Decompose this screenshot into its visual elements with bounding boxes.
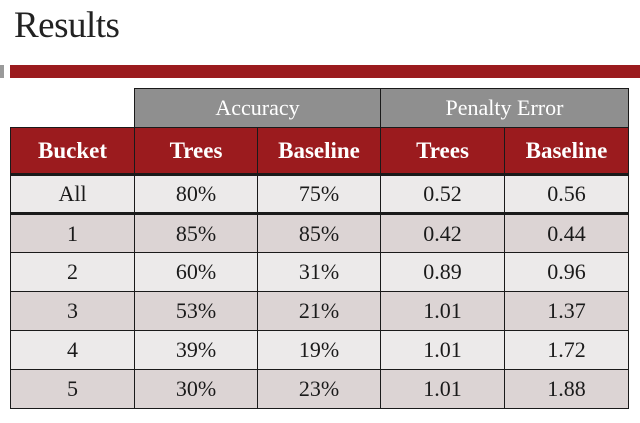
table-cell: 1.88 <box>504 369 629 409</box>
table-cell: 1.37 <box>504 291 629 331</box>
table-cell: 0.89 <box>380 252 505 292</box>
table-cell: 1.72 <box>504 330 629 370</box>
table-cell: 0.56 <box>504 173 629 215</box>
table-cell: 1.01 <box>380 369 505 409</box>
table-cell: 0.42 <box>380 213 505 253</box>
column-header-bucket: Bucket <box>10 127 135 175</box>
table-cell: 2 <box>10 252 135 292</box>
table-cell: 30% <box>134 369 258 409</box>
table-cell: 3 <box>10 291 135 331</box>
table-row: All 80% 75% 0.52 0.56 <box>10 173 629 215</box>
table-cell: 1 <box>10 213 135 253</box>
table-cell: 75% <box>257 173 381 215</box>
table-row: 4 39% 19% 1.01 1.72 <box>10 330 629 370</box>
column-header-accuracy-trees: Trees <box>134 127 258 175</box>
table-cell: 85% <box>257 213 381 253</box>
table-cell: 39% <box>134 330 258 370</box>
table-row: 5 30% 23% 1.01 1.88 <box>10 369 629 409</box>
table-row: 2 60% 31% 0.89 0.96 <box>10 252 629 292</box>
group-header-accuracy: Accuracy <box>134 88 381 128</box>
table-cell: 80% <box>134 173 258 215</box>
table-cell: 1.01 <box>380 291 505 331</box>
table-cell: 31% <box>257 252 381 292</box>
title-divider-accent <box>0 65 4 78</box>
column-header-row: Bucket Trees Baseline Trees Baseline <box>10 127 629 175</box>
column-header-penalty-trees: Trees <box>380 127 505 175</box>
title-divider-bar <box>10 65 640 78</box>
table-cell: 85% <box>134 213 258 253</box>
group-header-row: Accuracy Penalty Error <box>11 88 629 128</box>
table-row: 1 85% 85% 0.42 0.44 <box>10 213 629 253</box>
table-cell: 60% <box>134 252 258 292</box>
group-header-penalty-error: Penalty Error <box>380 88 629 128</box>
page-title: Results <box>14 5 120 46</box>
table-cell: 21% <box>257 291 381 331</box>
table-cell: 0.52 <box>380 173 505 215</box>
group-header-blank <box>11 89 135 128</box>
table-cell: All <box>10 173 135 215</box>
column-header-accuracy-baseline: Baseline <box>257 127 381 175</box>
table-cell: 0.96 <box>504 252 629 292</box>
table-cell: 19% <box>257 330 381 370</box>
table-cell: 5 <box>10 369 135 409</box>
table-cell: 0.44 <box>504 213 629 253</box>
table-cell: 1.01 <box>380 330 505 370</box>
results-table: Accuracy Penalty Error Bucket Trees Base… <box>10 88 629 409</box>
table-cell: 4 <box>10 330 135 370</box>
table-row: 3 53% 21% 1.01 1.37 <box>10 291 629 331</box>
column-header-penalty-baseline: Baseline <box>504 127 629 175</box>
table-cell: 53% <box>134 291 258 331</box>
table-cell: 23% <box>257 369 381 409</box>
